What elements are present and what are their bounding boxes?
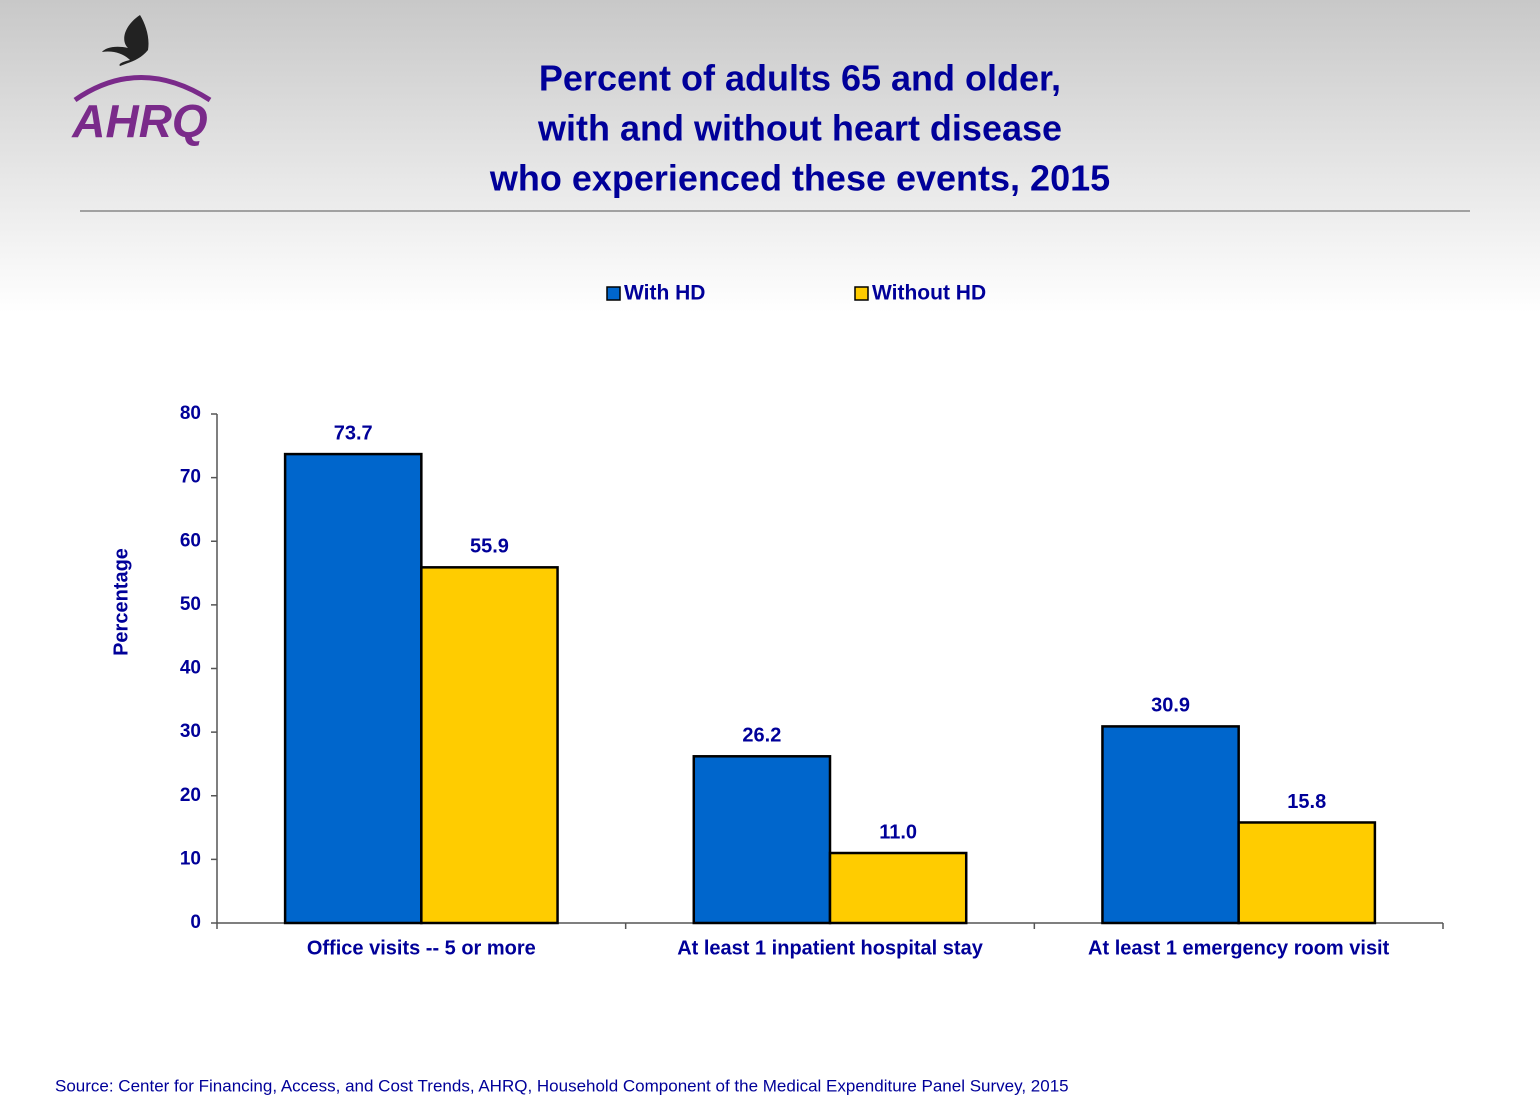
source-note: Source: Center for Financing, Access, an… <box>55 1076 1069 1095</box>
y-tick-label: 50 <box>180 594 201 615</box>
y-tick-label: 60 <box>180 530 201 551</box>
legend-swatch <box>854 286 869 301</box>
logo: AHRQ <box>71 15 212 147</box>
data-label: 15.8 <box>1287 791 1326 813</box>
chart-title: who experienced these events, 2015 <box>489 158 1110 199</box>
bar <box>420 566 559 925</box>
y-axis-label: Percentage <box>110 548 132 656</box>
data-label: 11.0 <box>879 821 917 843</box>
chart-title: Percent of adults 65 and older, <box>539 58 1061 99</box>
legend-label: With HD <box>624 282 705 305</box>
y-tick-label: 30 <box>180 721 201 742</box>
y-tick-label: 10 <box>180 848 201 869</box>
x-tick-label: Office visits -- 5 or more <box>307 937 536 959</box>
bar <box>283 452 423 925</box>
bar <box>828 851 968 925</box>
x-tick-label: At least 1 emergency room visit <box>1088 937 1390 959</box>
data-label: 55.9 <box>470 536 509 558</box>
logo-eagle <box>102 15 149 66</box>
data-label: 73.7 <box>334 422 373 444</box>
y-tick-label: 0 <box>190 912 201 933</box>
bar <box>1237 821 1377 925</box>
legend-swatch <box>606 286 621 301</box>
data-label: 26.2 <box>742 725 781 747</box>
bar <box>692 755 832 925</box>
logo-text: AHRQ <box>71 95 208 147</box>
chart-title: with and without heart disease <box>537 108 1062 149</box>
logo-arc <box>73 75 212 103</box>
legend-label: Without HD <box>872 282 986 305</box>
bar <box>1101 725 1240 925</box>
x-tick-label: At least 1 inpatient hospital stay <box>677 937 984 959</box>
y-tick-label: 20 <box>180 785 201 806</box>
y-tick-label: 80 <box>180 403 201 424</box>
data-label: 30.9 <box>1151 695 1190 717</box>
y-tick-label: 40 <box>180 658 201 679</box>
y-tick-label: 70 <box>180 467 201 488</box>
